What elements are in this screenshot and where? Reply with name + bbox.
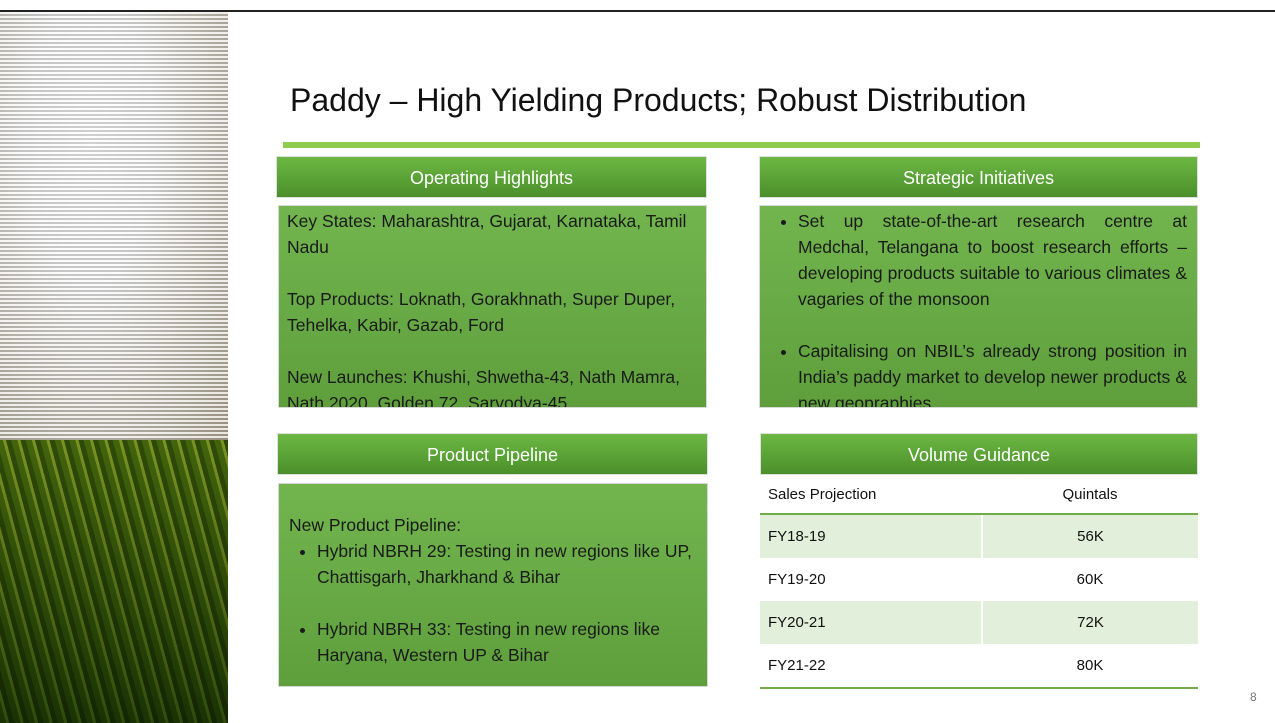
header-row: Sales Projection Quintals	[760, 475, 1198, 514]
bullet: Capitalising on NBIL’s already strong po…	[798, 338, 1187, 408]
paragraph: Key States: Maharashtra, Gujarat, Karnat…	[287, 208, 698, 260]
header-cell: Quintals	[982, 475, 1198, 514]
panel-heading: Operating Highlights	[276, 156, 707, 198]
intro: New Product Pipeline:	[289, 512, 699, 538]
table-cell: 72K	[982, 601, 1198, 644]
panel-heading: Volume Guidance	[760, 433, 1198, 475]
paragraph: Top Products: Loknath, Gorakhnath, Super…	[287, 286, 698, 338]
header-cell: Sales Projection	[760, 475, 982, 514]
table-cell: FY19-20	[760, 558, 982, 601]
table-cell: 60K	[982, 558, 1198, 601]
paragraph: New Launches: Khushi, Shwetha-43, Nath M…	[287, 364, 698, 408]
bullet-list: Hybrid NBRH 29: Testing in new regions l…	[289, 538, 699, 668]
panel-body: Set up state-of-the-art research centre …	[759, 205, 1198, 408]
bullet: Hybrid NBRH 33: Testing in new regions l…	[317, 616, 699, 668]
bullet: Hybrid NBRH 29: Testing in new regions l…	[317, 538, 699, 590]
panel-heading: Strategic Initiatives	[759, 156, 1198, 198]
table-cell: FY21-22	[760, 644, 982, 688]
decor-image	[0, 12, 228, 723]
table-cell: 80K	[982, 644, 1198, 688]
bullet-list: Set up state-of-the-art research centre …	[770, 208, 1187, 408]
panel-heading: Product Pipeline	[277, 433, 708, 475]
decor-image-top	[0, 12, 228, 440]
table-cell: 56K	[982, 514, 1198, 558]
slide: Paddy – High Yielding Products; Robust D…	[0, 0, 1275, 723]
decor-image-bottom	[0, 440, 228, 723]
slide-title: Paddy – High Yielding Products; Robust D…	[290, 82, 1026, 119]
table-cell: FY18-19	[760, 514, 982, 558]
title-rule	[283, 142, 1200, 148]
panel-body: Key States: Maharashtra, Gujarat, Karnat…	[278, 205, 707, 408]
page-number: 8	[1250, 690, 1257, 704]
panel-body: New Product Pipeline: Hybrid NBRH 29: Te…	[278, 483, 708, 687]
bullet: Set up state-of-the-art research centre …	[798, 208, 1187, 312]
table-cell: FY20-21	[760, 601, 982, 644]
